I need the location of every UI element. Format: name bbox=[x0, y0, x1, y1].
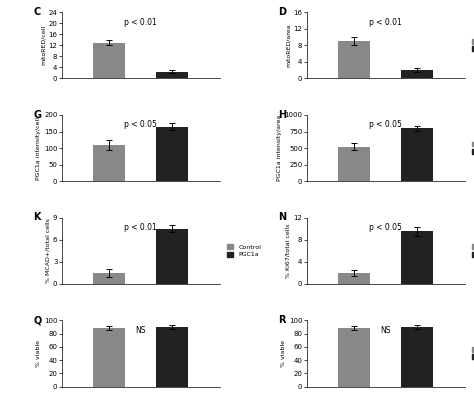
Text: p < 0.05: p < 0.05 bbox=[124, 120, 157, 129]
Text: G: G bbox=[33, 109, 41, 120]
Text: p < 0.05: p < 0.05 bbox=[369, 223, 402, 232]
Text: Q: Q bbox=[33, 315, 41, 325]
Legend: Control, PGC1a: Control, PGC1a bbox=[226, 243, 263, 258]
Text: NS: NS bbox=[136, 326, 146, 335]
Text: D: D bbox=[278, 7, 286, 17]
Bar bbox=[338, 328, 370, 387]
Bar bbox=[401, 232, 433, 284]
Text: p < 0.01: p < 0.01 bbox=[124, 18, 157, 26]
Y-axis label: % viable: % viable bbox=[36, 340, 41, 367]
Y-axis label: PGC1a intensity/area: PGC1a intensity/area bbox=[276, 115, 282, 181]
Y-axis label: PGC1a intensity/cell: PGC1a intensity/cell bbox=[36, 116, 41, 179]
Y-axis label: % Ki67/total cells: % Ki67/total cells bbox=[286, 223, 291, 278]
Text: p < 0.05: p < 0.05 bbox=[369, 120, 402, 129]
Text: p < 0.01: p < 0.01 bbox=[124, 223, 157, 232]
Legend: Control, PGC1a: Control, PGC1a bbox=[471, 243, 474, 258]
Bar bbox=[338, 147, 370, 181]
Bar bbox=[156, 127, 188, 181]
Bar bbox=[338, 41, 370, 79]
Bar bbox=[401, 327, 433, 387]
Legend: Control, PGC1a: Control, PGC1a bbox=[471, 346, 474, 361]
Bar bbox=[93, 328, 125, 387]
Y-axis label: mitoRED/area: mitoRED/area bbox=[285, 24, 291, 67]
Y-axis label: % MCAD+/total cells: % MCAD+/total cells bbox=[45, 218, 50, 283]
Bar bbox=[156, 229, 188, 284]
Legend: Young, Aged: Young, Aged bbox=[471, 37, 474, 53]
Text: H: H bbox=[278, 109, 286, 120]
Text: N: N bbox=[278, 212, 286, 222]
Bar bbox=[93, 273, 125, 284]
Bar bbox=[338, 273, 370, 284]
Bar bbox=[93, 43, 125, 79]
Text: K: K bbox=[33, 212, 41, 222]
Y-axis label: % viable: % viable bbox=[281, 340, 286, 367]
Bar bbox=[401, 128, 433, 181]
Text: C: C bbox=[33, 7, 40, 17]
Bar bbox=[156, 327, 188, 387]
Text: p < 0.01: p < 0.01 bbox=[369, 18, 402, 26]
Bar bbox=[93, 145, 125, 181]
Y-axis label: mitoRED/cell: mitoRED/cell bbox=[41, 25, 46, 66]
Bar bbox=[156, 72, 188, 79]
Bar bbox=[401, 70, 433, 79]
Legend: Control, PGC1a: Control, PGC1a bbox=[471, 140, 474, 156]
Text: R: R bbox=[278, 315, 285, 325]
Text: NS: NS bbox=[380, 326, 391, 335]
